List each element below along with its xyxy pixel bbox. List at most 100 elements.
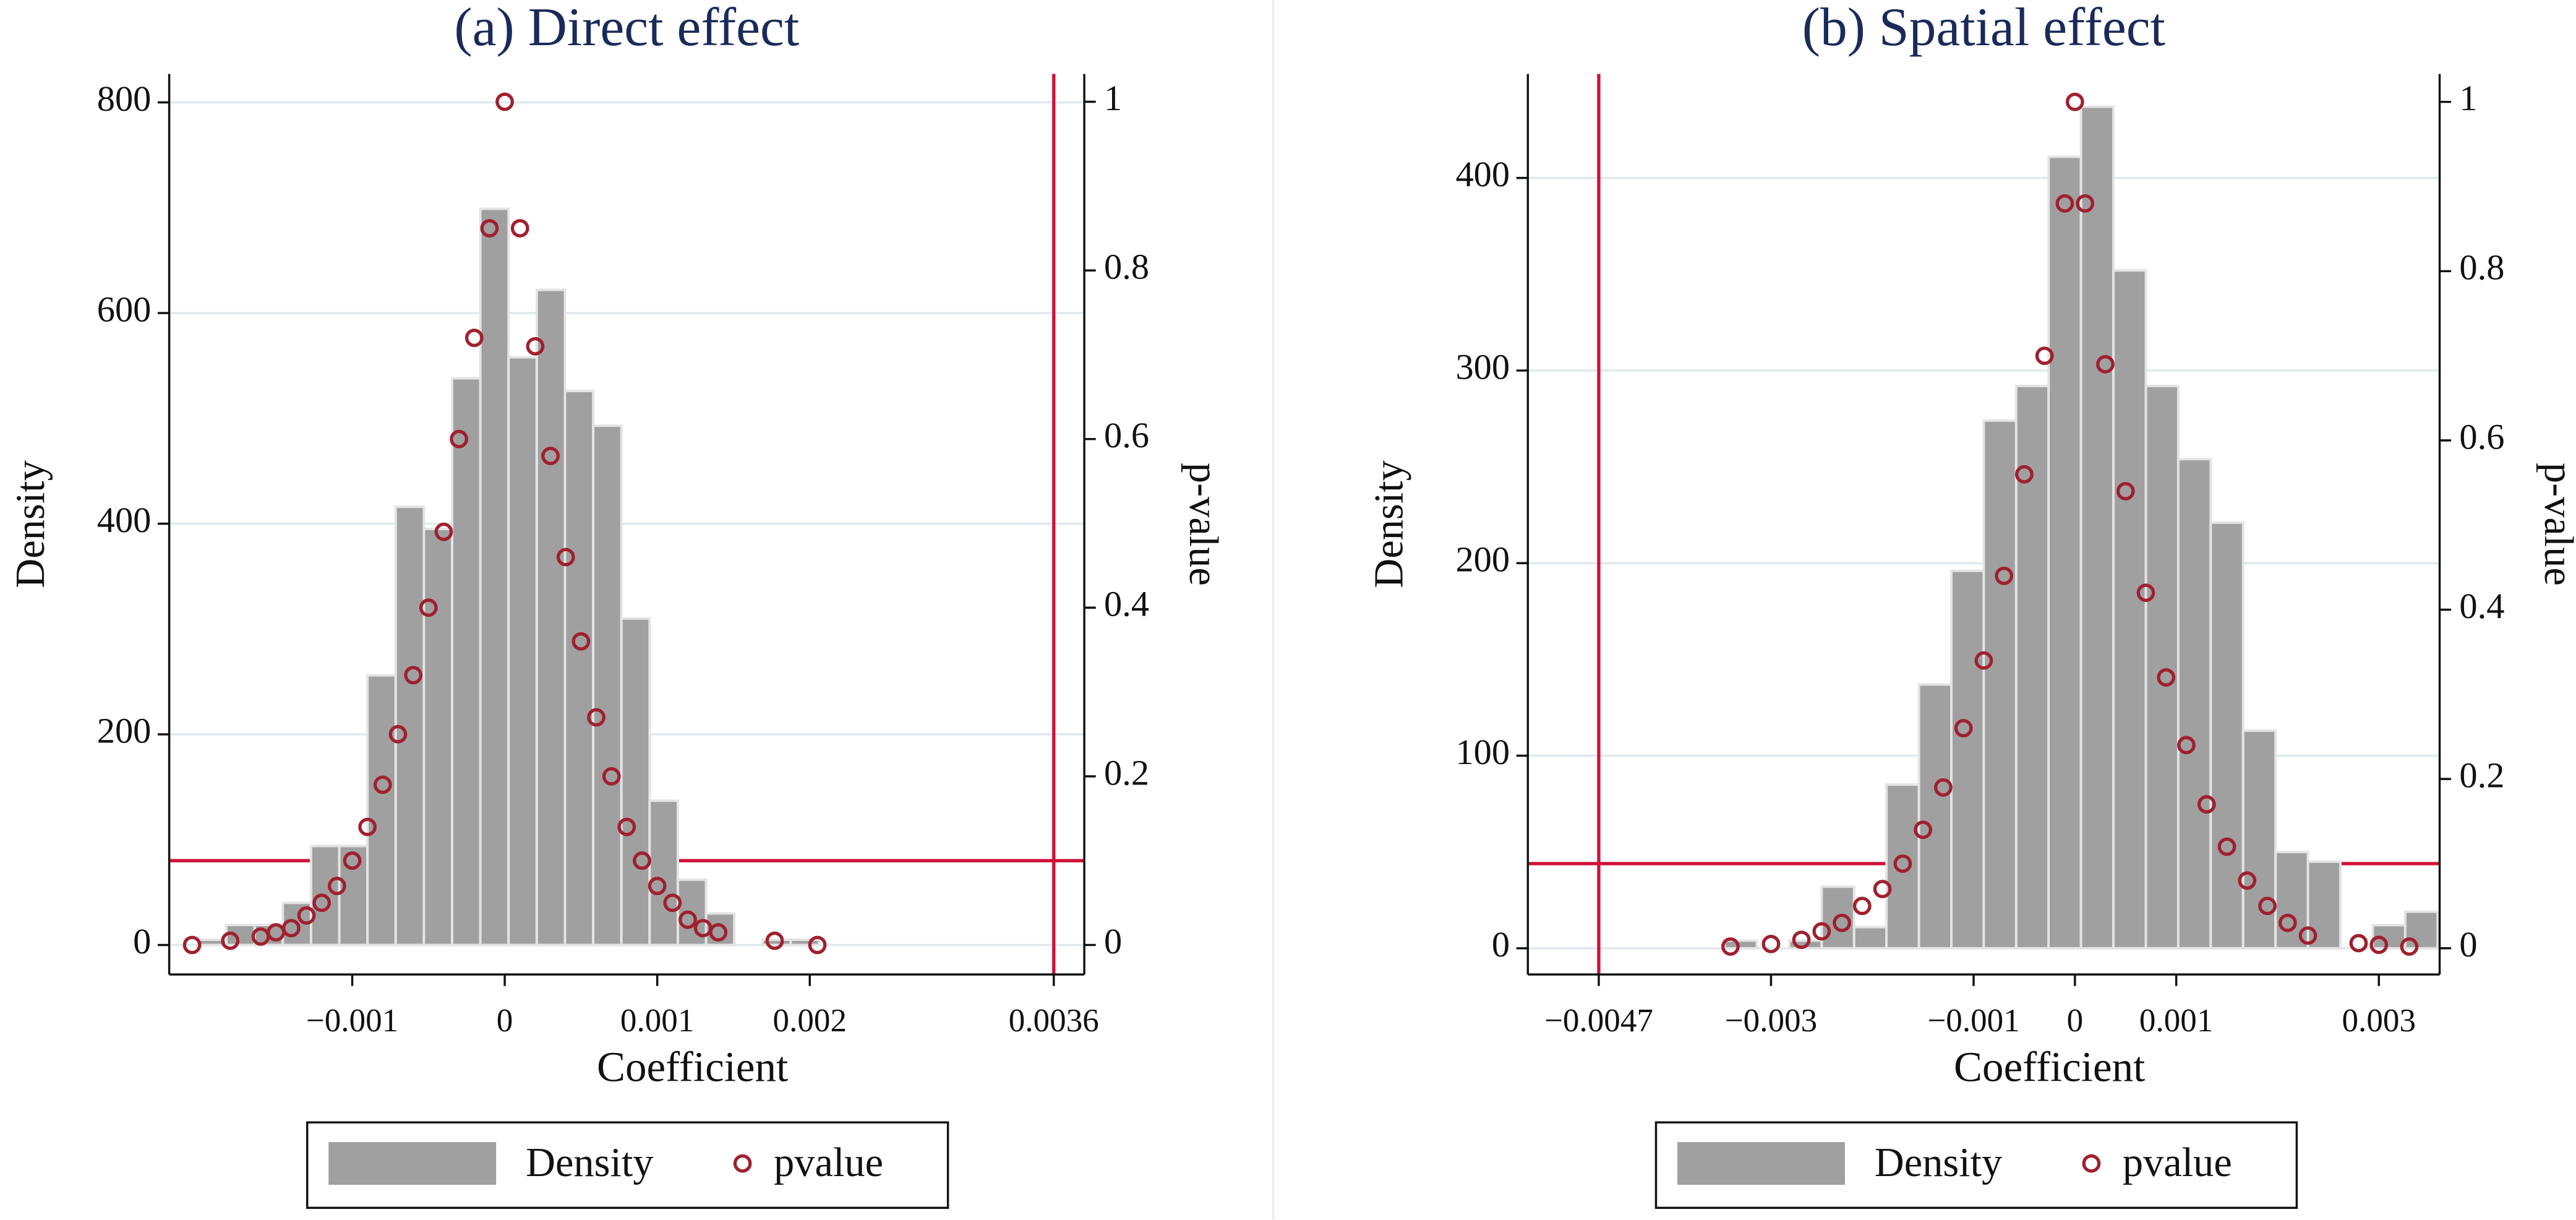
x-tick-label: 0.002 xyxy=(773,1003,847,1039)
pvalue-point xyxy=(617,817,636,836)
pvalue-point xyxy=(2136,583,2155,603)
pvalue-point xyxy=(648,877,667,895)
histogram-bar xyxy=(1950,569,1985,950)
pvalue-point xyxy=(2157,668,2176,687)
y-tick-label: 600 xyxy=(97,289,152,329)
histogram-bar xyxy=(1852,926,1888,950)
histogram-bar xyxy=(563,389,595,947)
pvalue-point xyxy=(297,906,316,925)
y-tick-label: 400 xyxy=(97,500,152,540)
pvalue-point xyxy=(358,817,377,836)
legend-swatch xyxy=(328,1142,497,1185)
y2-axis-label: p-value xyxy=(2536,463,2576,586)
pvalue-point xyxy=(2055,194,2074,213)
pvalue-point xyxy=(2217,837,2236,856)
pvalue-point xyxy=(1934,778,1953,797)
y-axis-label: Density xyxy=(1367,460,1412,588)
pvalue-point xyxy=(808,935,827,955)
pvalue-point xyxy=(663,893,682,913)
x-tick-label: −0.001 xyxy=(306,1003,398,1039)
histogram-bar xyxy=(451,377,482,947)
chart-title: (a) Direct effect xyxy=(454,0,799,57)
legend-swatch xyxy=(733,1154,752,1173)
pvalue-point xyxy=(480,219,499,238)
x-tick-label: 0 xyxy=(497,1003,513,1039)
legend-label: Density xyxy=(526,1140,654,1185)
pvalue-point xyxy=(1761,935,1781,953)
y2-tick-label: 0.8 xyxy=(2459,247,2504,288)
histogram-bar xyxy=(2241,729,2277,950)
pvalue-point xyxy=(1833,913,1851,932)
pvalue-point xyxy=(1852,896,1872,916)
y2-axis-label: p-value xyxy=(1181,463,1226,586)
legend-label: Density xyxy=(1875,1140,2003,1185)
pvalue-point xyxy=(541,447,560,465)
pvalue-point xyxy=(526,337,545,356)
pvalue-point xyxy=(404,666,423,685)
legend-swatch xyxy=(1677,1142,1845,1185)
histogram-bar xyxy=(2144,384,2180,950)
y-axis-label: Density xyxy=(8,460,53,588)
histogram-bar xyxy=(225,924,256,947)
pvalue-point xyxy=(2238,871,2257,890)
pvalue-point xyxy=(343,851,362,870)
pvalue-point xyxy=(464,329,484,348)
histogram-bar xyxy=(1885,783,1920,950)
x-axis-label: Coefficient xyxy=(597,1043,788,1091)
histogram-bar xyxy=(1917,683,1953,950)
y-tick-label: 400 xyxy=(1455,154,1510,194)
pvalue-point xyxy=(182,935,202,955)
y-tick-label: 800 xyxy=(97,79,152,119)
y-tick-label: 100 xyxy=(1455,732,1510,772)
x-tick-label: 0.003 xyxy=(2342,1003,2416,1039)
histogram-bar xyxy=(2112,269,2147,950)
y-tick-label: 0 xyxy=(133,921,151,961)
y-tick-label: 300 xyxy=(1455,346,1510,387)
pvalue-point xyxy=(2197,795,2216,814)
y-tick-label: 200 xyxy=(97,710,152,750)
pvalue-point xyxy=(327,877,346,895)
y2-tick-label: 0.6 xyxy=(2459,416,2504,457)
histogram-bar xyxy=(620,617,651,947)
pvalue-point xyxy=(2298,926,2317,945)
pvalue-point xyxy=(556,548,575,567)
x-tick-label: 0.0036 xyxy=(1009,1003,1099,1039)
histogram-bar xyxy=(2274,851,2309,950)
pvalue-point xyxy=(388,724,408,744)
pvalue-point xyxy=(2065,92,2084,111)
pvalue-point xyxy=(1914,820,1933,840)
pvalue-point xyxy=(2258,896,2277,916)
pvalue-point xyxy=(1995,566,2014,585)
y2-tick-label: 0.4 xyxy=(1104,584,1149,624)
pvalue-point xyxy=(373,775,392,794)
pvalue-point xyxy=(2349,934,2368,953)
pvalue-point xyxy=(1893,854,1912,873)
histogram-bar xyxy=(535,288,567,947)
pvalue-point xyxy=(633,851,651,870)
legend-swatch xyxy=(2082,1154,2101,1173)
pvalue-point xyxy=(495,92,514,111)
pvalue-point xyxy=(1721,937,1740,956)
pvalue-point xyxy=(221,931,240,950)
histogram-bar xyxy=(2306,860,2342,950)
y2-tick-label: 0 xyxy=(2459,924,2477,964)
pvalue-point xyxy=(2096,354,2115,374)
histogram-bar xyxy=(2176,458,2212,950)
pvalue-point xyxy=(450,429,468,449)
y2-tick-label: 0.2 xyxy=(1104,752,1149,793)
histogram-bar xyxy=(2403,910,2439,950)
histogram-bar xyxy=(2371,924,2407,950)
x-tick-label: 0.001 xyxy=(2139,1003,2214,1039)
histogram-bar xyxy=(338,844,369,947)
x-tick-label: 0 xyxy=(2067,1003,2084,1039)
chart-title: (b) Spatial effect xyxy=(1802,0,2165,57)
y2-tick-label: 0.8 xyxy=(1104,247,1149,287)
pvalue-point xyxy=(1792,930,1811,949)
histogram-bar xyxy=(648,799,679,947)
pvalue-point xyxy=(281,919,301,938)
legend-label: pvalue xyxy=(2123,1140,2232,1185)
y2-tick-label: 0 xyxy=(1104,921,1122,961)
pvalue-point xyxy=(1812,922,1831,941)
histogram-bar xyxy=(592,424,623,947)
